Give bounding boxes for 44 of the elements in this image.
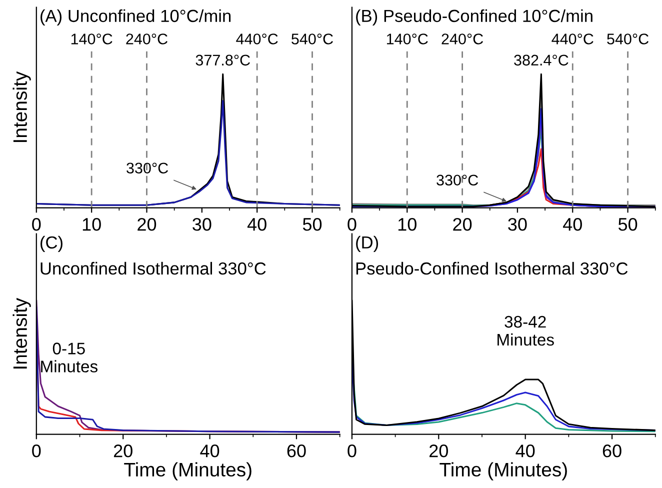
ref-line-label: 240°C (442, 34, 484, 44)
x-tick-label: 40 (516, 444, 535, 458)
chart-subtitle: Unconfined Isothermal 330°C (40, 262, 266, 275)
ref-line-label: 440°C (236, 34, 278, 44)
x-tick-label: 0 (348, 444, 356, 458)
x-tick-label: 40 (200, 444, 220, 458)
chart-title: (C) (40, 236, 62, 252)
x-axis-title: Time (Minutes) (124, 462, 252, 480)
x-tick-label: 60 (287, 444, 306, 458)
annotation: 377.8°C (196, 54, 250, 66)
x-axis-title: Time (Minutes) (440, 462, 567, 480)
x-tick-label: 50 (302, 218, 322, 231)
annotation: 382.4°C (514, 54, 568, 66)
x-tick-label: 10 (398, 218, 416, 231)
annotation: 330°C (126, 162, 168, 174)
x-tick-label: 40 (563, 218, 582, 231)
ref-line-label: 440°C (552, 34, 594, 44)
ref-line-label: 240°C (126, 34, 168, 44)
ref-line-label: 540°C (292, 34, 333, 44)
annotation: 330°C (436, 174, 478, 186)
y-axis-title: Intensity (12, 71, 31, 142)
chart-title: (A) Unconfined 10°C/min (40, 9, 231, 26)
x-tick-label: 0 (32, 218, 41, 231)
chart-subtitle: Pseudo-Confined Isothermal 330°C (356, 262, 628, 275)
ref-line-label: 540°C (607, 34, 649, 44)
x-tick-label: 30 (508, 218, 527, 231)
x-tick-label: 20 (114, 444, 132, 458)
ref-line-label: 140°C (386, 34, 428, 44)
annotation: 38-42 Minutes (498, 316, 554, 346)
x-tick-label: 30 (192, 218, 212, 231)
y-axis-title: Intensity (12, 298, 31, 368)
chart-title: (D) (356, 236, 378, 252)
x-tick-label: 0 (348, 218, 356, 231)
chart-title: (B) Pseudo-Confined 10°C/min (356, 9, 592, 26)
x-tick-label: 0 (32, 444, 41, 458)
x-tick-label: 40 (247, 218, 266, 231)
x-tick-label: 10 (82, 218, 101, 231)
x-tick-label: 20 (430, 444, 448, 458)
annotation: 0-15 Minutes (41, 342, 98, 372)
x-tick-label: 20 (453, 218, 472, 231)
x-tick-label: 20 (138, 218, 156, 231)
ref-line-label: 140°C (71, 34, 112, 44)
x-tick-label: 60 (602, 444, 622, 458)
x-tick-label: 50 (618, 218, 638, 231)
